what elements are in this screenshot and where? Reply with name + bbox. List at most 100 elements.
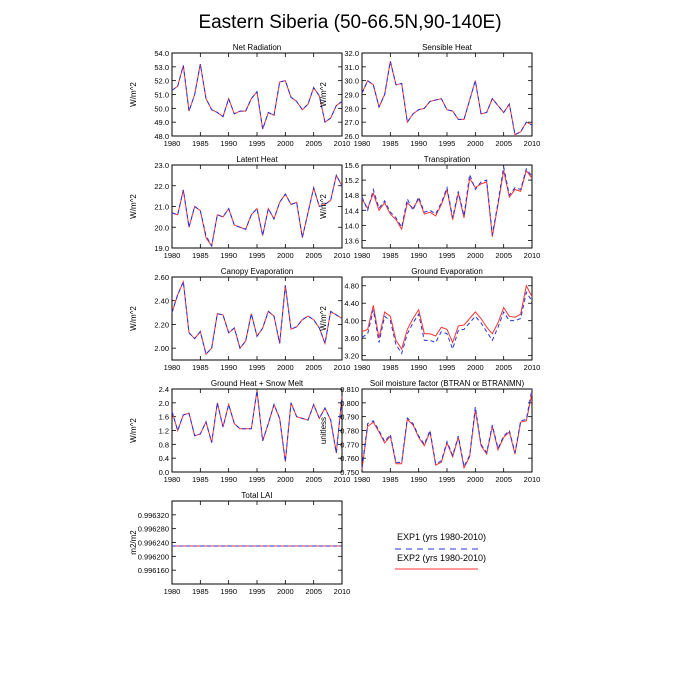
chart-5-series-exp2 xyxy=(361,284,533,351)
chart-6-ytick-label: 1.2 xyxy=(159,427,169,436)
chart-2-xtick-label: 2000 xyxy=(277,251,294,260)
chart-8-ytick-label: 0.996280 xyxy=(138,525,169,534)
chart-2: Latent Heat W/m^2 19.0 20.0 21.0 22.0 23.0 1980… xyxy=(129,155,350,260)
chart-3-xtick-label: 2005 xyxy=(495,251,512,260)
chart-0-xtick-label: 2010 xyxy=(334,139,351,148)
chart-1-xtick-label: 1980 xyxy=(354,139,371,148)
chart-4-title: Canopy Evaporation xyxy=(221,267,294,276)
chart-3-ytick-label: 14.0 xyxy=(344,221,359,230)
chart-7-ytick-label: 0.810 xyxy=(340,385,359,394)
chart-1-xtick-label: 1985 xyxy=(382,139,399,148)
chart-5-ytick-label: 4.40 xyxy=(344,299,359,308)
chart-0-xtick-label: 2000 xyxy=(277,139,294,148)
chart-7-ytick-label: 0.780 xyxy=(340,427,359,436)
chart-6-xtick-label: 2005 xyxy=(305,475,322,484)
chart-8-xtick-label: 1985 xyxy=(192,587,209,596)
chart-7-xtick-label: 2005 xyxy=(495,475,512,484)
chart-7-xtick-label: 2010 xyxy=(524,475,541,484)
chart-7-xtick-label: 1995 xyxy=(439,475,456,484)
chart-7-ytick-label: 0.760 xyxy=(340,454,359,463)
chart-6-series-exp2 xyxy=(171,390,343,462)
chart-7-title: Soil moisture factor (BTRAN or BTRANMN) xyxy=(370,379,525,388)
chart-0-xtick-label: 2005 xyxy=(305,139,322,148)
chart-2-ytick-label: 22.0 xyxy=(154,182,169,191)
chart-4-series-exp2 xyxy=(171,279,343,356)
chart-1-xtick-label: 1990 xyxy=(410,139,427,148)
chart-4-xtick-label: 2000 xyxy=(277,363,294,372)
chart-5-xtick-label: 1995 xyxy=(439,363,456,372)
chart-6-xtick-label: 1995 xyxy=(249,475,266,484)
chart-4-xtick-label: 2005 xyxy=(305,363,322,372)
chart-5-ytick-label: 4.00 xyxy=(344,317,359,326)
chart-1-ytick-label: 30.0 xyxy=(344,77,359,86)
chart-4-ytick-label: 2.60 xyxy=(154,273,169,282)
legend: EXP1 (yrs 1980-2010) EXP2 (yrs 1980-2010… xyxy=(395,532,486,570)
chart-6-xtick-label: 1980 xyxy=(164,475,181,484)
chart-5-ytick-label: 4.80 xyxy=(344,282,359,291)
chart-7-xtick-label: 2000 xyxy=(467,475,484,484)
chart-2-ytick-label: 20.0 xyxy=(154,223,169,232)
chart-1-ytick-label: 27.0 xyxy=(344,118,359,127)
chart-7-xtick-label: 1990 xyxy=(410,475,427,484)
chart-7-frame xyxy=(361,388,533,473)
chart-8-xtick-label: 1995 xyxy=(249,587,266,596)
chart-1-title: Sensible Heat xyxy=(422,43,473,52)
chart-8: Total LAI m2/m2 0.996160 0.996200 0.996240 0.… xyxy=(129,491,350,596)
chart-8-xtick-label: 2010 xyxy=(334,587,351,596)
chart-5-xtick-label: 1985 xyxy=(382,363,399,372)
chart-6-xtick-label: 1990 xyxy=(220,475,237,484)
chart-4-xtick-label: 1990 xyxy=(220,363,237,372)
chart-7-ytick-label: 0.800 xyxy=(340,399,359,408)
legend-label-exp2: EXP2 (yrs 1980-2010) xyxy=(397,553,486,563)
panels: Net Radiation W/m^2 48.0 49.0 50.0 51.0 52.0 53… xyxy=(129,43,540,596)
chart-5-title: Ground Evaporation xyxy=(411,267,483,276)
chart-8-xtick-label: 1990 xyxy=(220,587,237,596)
chart-1-series-exp1 xyxy=(361,61,533,136)
chart-4-xtick-label: 1980 xyxy=(164,363,181,372)
chart-0-ytick-label: 54.0 xyxy=(154,49,169,58)
chart-0-xtick-label: 1990 xyxy=(220,139,237,148)
chart-4-ytick-label: 2.00 xyxy=(154,344,169,353)
chart-5-xtick-label: 2010 xyxy=(524,363,541,372)
chart-8-ytick-label: 0.996160 xyxy=(138,566,169,575)
chart-0-ytick-label: 52.0 xyxy=(154,77,169,86)
chart-3-ytick-label: 13.6 xyxy=(344,236,359,245)
chart-3: Transpiration W/m^2 13.6 14.0 14.4 14.8 15.2 15… xyxy=(319,155,540,260)
chart-7-ylabel: unitless xyxy=(319,417,328,444)
chart-6: Ground Heat + Snow Melt W/m^2 0.0 0.4 0.8 1.2… xyxy=(129,379,350,484)
chart-8-xtick-label: 1980 xyxy=(164,587,181,596)
chart-6-ytick-label: 1.6 xyxy=(159,413,169,422)
chart-0: Net Radiation W/m^2 48.0 49.0 50.0 51.0 52.0 53… xyxy=(129,43,350,148)
chart-6-ytick-label: 0.4 xyxy=(159,454,169,463)
chart-3-xtick-label: 1980 xyxy=(354,251,371,260)
chart-8-ytick-label: 0.996320 xyxy=(138,511,169,520)
chart-3-xtick-label: 1990 xyxy=(410,251,427,260)
chart-1: Sensible Heat W/m^2 26.0 27.0 28.0 29.0 30.0 31… xyxy=(319,43,540,148)
chart-7-ytick-label: 0.790 xyxy=(340,413,359,422)
chart-1-ytick-label: 26.0 xyxy=(344,132,359,141)
chart-4-ytick-label: 2.20 xyxy=(154,320,169,329)
chart-6-title: Ground Heat + Snow Melt xyxy=(211,379,304,388)
chart-3-ytick-label: 14.4 xyxy=(344,206,359,215)
chart-5-ytick-label: 3.20 xyxy=(344,352,359,361)
chart-2-title: Latent Heat xyxy=(236,155,278,164)
chart-5-ylabel: W/m^2 xyxy=(319,306,328,331)
chart-5-xtick-label: 1980 xyxy=(354,363,371,372)
chart-6-xtick-label: 2010 xyxy=(334,475,351,484)
chart-4-xtick-label: 2010 xyxy=(334,363,351,372)
chart-8-ytick-label: 0.996240 xyxy=(138,539,169,548)
chart-8-xtick-label: 2005 xyxy=(305,587,322,596)
chart-1-xtick-label: 2000 xyxy=(467,139,484,148)
chart-4-series-exp1 xyxy=(171,279,343,356)
chart-2-xtick-label: 1985 xyxy=(192,251,209,260)
chart-6-xtick-label: 1985 xyxy=(192,475,209,484)
chart-3-ylabel: W/m^2 xyxy=(319,194,328,219)
chart-3-title: Transpiration xyxy=(424,155,470,164)
chart-0-xtick-label: 1985 xyxy=(192,139,209,148)
chart-8-frame xyxy=(171,500,343,585)
chart-3-ytick-label: 14.8 xyxy=(344,191,359,200)
chart-7-ytick-label: 0.750 xyxy=(340,468,359,477)
chart-3-xtick-label: 1995 xyxy=(439,251,456,260)
chart-6-ytick-label: 2.4 xyxy=(159,385,169,394)
